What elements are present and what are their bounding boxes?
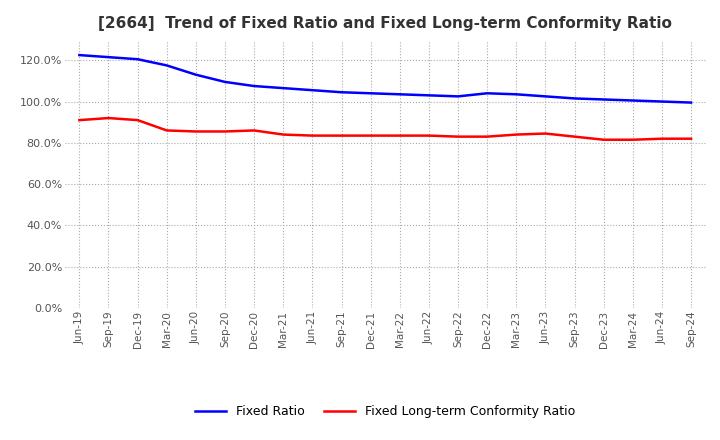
Fixed Long-term Conformity Ratio (337, 133, 346, 138)
Fixed Long-term Conformity Ratio (425, 133, 433, 138)
Fixed Long-term Conformity Ratio (133, 117, 142, 123)
Fixed Ratio (279, 85, 287, 91)
Fixed Long-term Conformity Ratio (599, 137, 608, 143)
Fixed Long-term Conformity Ratio (279, 132, 287, 137)
Fixed Long-term Conformity Ratio (687, 136, 696, 141)
Legend: Fixed Ratio, Fixed Long-term Conformity Ratio: Fixed Ratio, Fixed Long-term Conformity … (190, 400, 580, 423)
Fixed Long-term Conformity Ratio (483, 134, 492, 139)
Line: Fixed Ratio: Fixed Ratio (79, 55, 691, 103)
Fixed Ratio (483, 91, 492, 96)
Fixed Ratio (395, 92, 404, 97)
Fixed Ratio (454, 94, 462, 99)
Fixed Ratio (629, 98, 637, 103)
Fixed Ratio (250, 84, 258, 89)
Fixed Long-term Conformity Ratio (657, 136, 666, 141)
Fixed Ratio (133, 57, 142, 62)
Fixed Long-term Conformity Ratio (104, 115, 113, 121)
Fixed Ratio (541, 94, 550, 99)
Title: [2664]  Trend of Fixed Ratio and Fixed Long-term Conformity Ratio: [2664] Trend of Fixed Ratio and Fixed Lo… (98, 16, 672, 32)
Fixed Ratio (308, 88, 317, 93)
Fixed Ratio (337, 90, 346, 95)
Fixed Long-term Conformity Ratio (250, 128, 258, 133)
Fixed Ratio (104, 55, 113, 60)
Fixed Ratio (366, 91, 375, 96)
Fixed Long-term Conformity Ratio (541, 131, 550, 136)
Fixed Long-term Conformity Ratio (163, 128, 171, 133)
Fixed Ratio (512, 92, 521, 97)
Fixed Ratio (220, 79, 229, 84)
Fixed Long-term Conformity Ratio (395, 133, 404, 138)
Fixed Long-term Conformity Ratio (220, 129, 229, 134)
Line: Fixed Long-term Conformity Ratio: Fixed Long-term Conformity Ratio (79, 118, 691, 140)
Fixed Long-term Conformity Ratio (366, 133, 375, 138)
Fixed Long-term Conformity Ratio (629, 137, 637, 143)
Fixed Long-term Conformity Ratio (308, 133, 317, 138)
Fixed Ratio (192, 72, 200, 77)
Fixed Ratio (75, 52, 84, 58)
Fixed Long-term Conformity Ratio (454, 134, 462, 139)
Fixed Long-term Conformity Ratio (570, 134, 579, 139)
Fixed Ratio (570, 96, 579, 101)
Fixed Long-term Conformity Ratio (512, 132, 521, 137)
Fixed Ratio (657, 99, 666, 104)
Fixed Ratio (425, 93, 433, 98)
Fixed Long-term Conformity Ratio (192, 129, 200, 134)
Fixed Ratio (163, 63, 171, 68)
Fixed Ratio (599, 97, 608, 102)
Fixed Long-term Conformity Ratio (75, 117, 84, 123)
Fixed Ratio (687, 100, 696, 105)
